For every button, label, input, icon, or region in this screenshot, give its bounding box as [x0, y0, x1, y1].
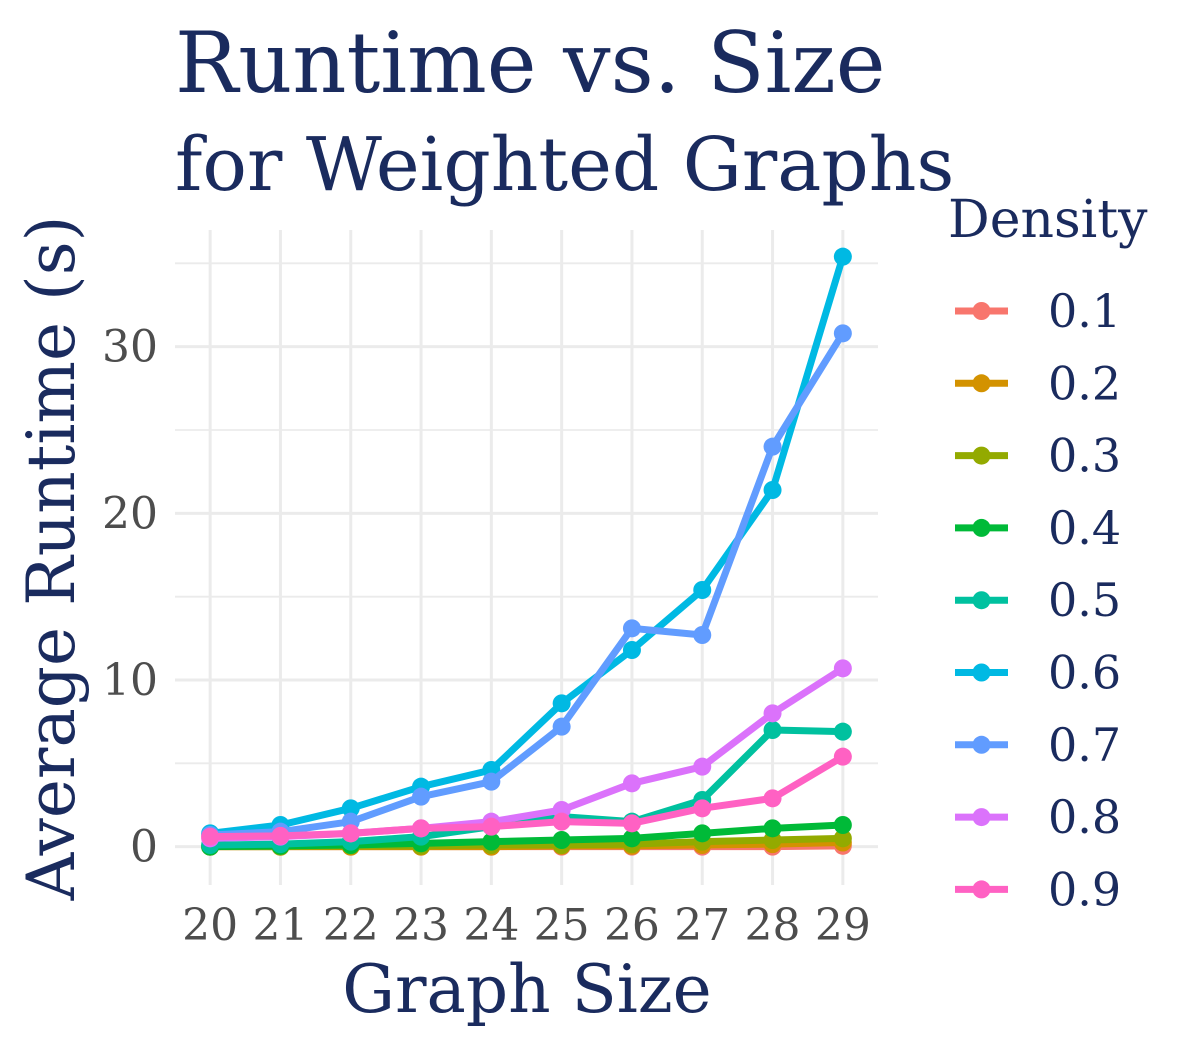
legend-key-point [972, 591, 991, 610]
data-point [482, 832, 501, 851]
data-point [763, 819, 782, 838]
legend-key-point [972, 374, 991, 393]
x-tick-label: 29 [815, 900, 871, 951]
x-tick-label: 21 [252, 900, 308, 951]
series-line [206, 329, 847, 839]
data-point [833, 247, 852, 266]
data-point [482, 772, 501, 791]
data-point [552, 694, 571, 713]
data-point [693, 799, 712, 818]
x-axis-ticks: 20 21 22 23 24 25 26 27 28 29 [182, 900, 871, 951]
legend-label: 0.9 [1048, 862, 1121, 916]
legend-item: 0.3 [955, 429, 1121, 483]
data-point [341, 824, 360, 843]
legend: Density 0.1 0.2 0.3 0.4 0.5 0.6 0.7 0.8 0.9 [948, 190, 1148, 916]
data-point [271, 826, 290, 845]
data-point [833, 816, 852, 834]
data-point [341, 799, 360, 818]
y-tick-label: 10 [102, 655, 158, 706]
legend-key-point [972, 302, 991, 320]
legend-item: 0.2 [955, 356, 1121, 410]
legend-item: 0.6 [955, 646, 1121, 700]
data-point [693, 757, 712, 776]
legend-item: 0.9 [955, 862, 1121, 916]
y-axis-label: Average Runtime (s) [13, 216, 90, 902]
data-point [763, 789, 782, 808]
x-tick-label: 28 [745, 900, 801, 951]
data-point [622, 829, 641, 848]
data-point [763, 481, 782, 499]
legend-label: 0.3 [1048, 429, 1121, 483]
legend-label: 0.5 [1048, 573, 1121, 627]
legend-item: 0.5 [955, 573, 1121, 627]
series-0.7 [201, 324, 852, 844]
legend-label: 0.7 [1048, 718, 1121, 772]
data-point [833, 324, 852, 343]
data-point [622, 619, 641, 638]
series-group [201, 247, 852, 856]
data-point [482, 817, 501, 836]
data-point [763, 437, 782, 456]
y-tick-label: 0 [130, 822, 158, 873]
data-point [412, 819, 431, 838]
legend-key-point [972, 518, 991, 537]
legend-key-point [972, 808, 991, 827]
legend-label: 0.4 [1048, 501, 1121, 555]
y-tick-label: 20 [102, 488, 158, 539]
x-tick-label: 22 [323, 900, 379, 951]
data-point [693, 626, 712, 644]
series-line [206, 753, 847, 841]
x-tick-label: 20 [182, 900, 238, 951]
data-point [693, 824, 712, 843]
x-tick-label: 25 [534, 900, 590, 951]
series-0.9 [201, 747, 852, 846]
y-axis-ticks: 0 10 20 30 [102, 322, 158, 873]
legend-title: Density [948, 190, 1148, 250]
legend-item: 0.4 [955, 501, 1121, 555]
legend-item: 0.7 [955, 718, 1121, 772]
grid [175, 230, 878, 885]
legend-label: 0.1 [1048, 284, 1121, 338]
legend-key-point [972, 880, 991, 899]
data-point [622, 814, 641, 833]
data-point [201, 827, 220, 846]
legend-label: 0.8 [1048, 790, 1121, 844]
data-point [833, 829, 852, 848]
data-point [622, 641, 641, 659]
data-point [833, 722, 852, 741]
legend-key-point [972, 735, 991, 754]
x-tick-label: 27 [674, 900, 730, 951]
legend-key-point [972, 663, 991, 682]
data-point [622, 774, 641, 793]
chart-title: Runtime vs. Size [175, 14, 885, 112]
data-point [412, 787, 431, 806]
x-tick-label: 24 [463, 900, 519, 951]
legend-key-point [972, 446, 991, 465]
data-point [552, 831, 571, 849]
chart-subtitle: for Weighted Graphs [175, 122, 954, 208]
legend-item: 0.8 [955, 790, 1121, 844]
data-point [833, 659, 852, 678]
x-axis-label: Graph Size [342, 951, 712, 1028]
data-point [693, 581, 712, 599]
x-tick-label: 23 [393, 900, 449, 951]
data-point [552, 717, 571, 736]
data-point [552, 812, 571, 831]
x-tick-label: 26 [604, 900, 660, 951]
legend-label: 0.6 [1048, 646, 1121, 700]
legend-item: 0.1 [955, 284, 1121, 338]
legend-label: 0.2 [1048, 356, 1121, 410]
data-point [763, 704, 782, 723]
data-point [833, 747, 852, 766]
y-tick-label: 30 [102, 322, 158, 373]
series-line [206, 253, 847, 837]
data-point [763, 721, 782, 739]
